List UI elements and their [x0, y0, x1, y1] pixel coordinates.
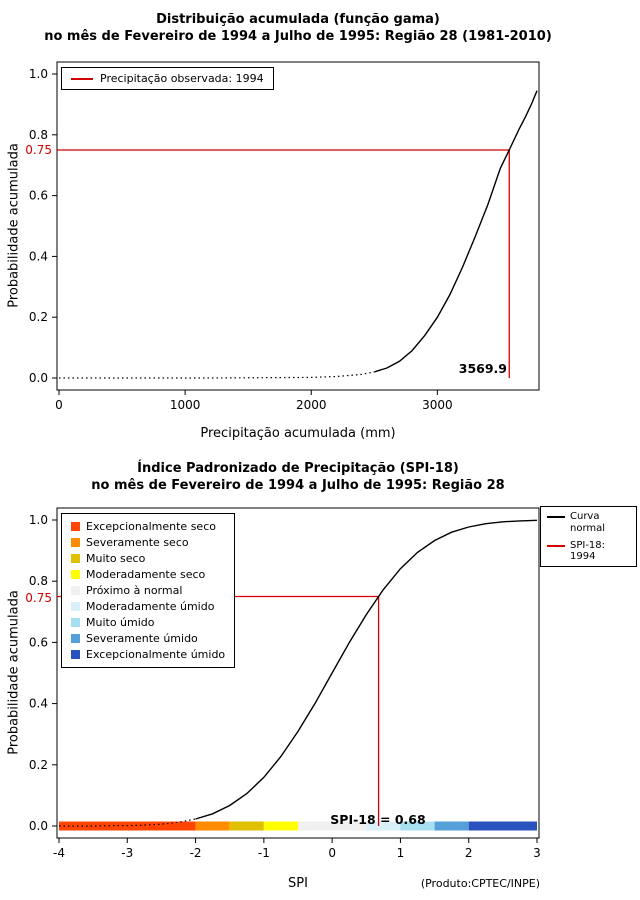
y-tick-label: 0.0	[29, 371, 48, 385]
y-tick-label: 1.0	[29, 67, 48, 81]
category-label: Muito seco	[86, 552, 146, 565]
plot-box-chart1	[56, 61, 540, 391]
spi-colorbar-segment	[400, 821, 435, 831]
chart1-title: Distribuição acumulada (função gama)	[156, 12, 440, 27]
spi-colorbar-segment	[366, 821, 401, 831]
category-swatch	[71, 538, 80, 547]
category-label: Severamente úmido	[86, 632, 198, 645]
chart2-subtitle: no mês de Fevereiro de 1994 a Julho de 1…	[91, 478, 505, 493]
spi-colorbar-segment	[263, 821, 298, 831]
category-label: Muito úmido	[86, 616, 155, 629]
product-credit: (Produto:CPTEC/INPE)	[420, 877, 540, 890]
chart1-y-axis-label: Probabilidade acumulada	[6, 143, 22, 308]
chart1-legend-label: Precipitação observada: 1994	[100, 72, 264, 85]
legend-label-curva-normal: Curva normal	[570, 511, 606, 534]
x-tick-label: 3	[533, 846, 541, 860]
spi-line-sample	[547, 545, 565, 547]
y-tick-label: 0.6	[29, 189, 48, 203]
category-swatch	[71, 650, 80, 659]
y-tick-label: 0.0	[29, 819, 48, 833]
category-swatch	[71, 602, 80, 611]
legend-item-severamente-seco: Severamente seco	[71, 536, 225, 549]
spi-colorbar-segment	[434, 821, 469, 831]
legend-item-curva-normal: Curva normal	[547, 511, 630, 535]
x-tick-label: -4	[53, 846, 65, 860]
y-tick-label: 0.2	[29, 758, 48, 772]
legend-item-muito-umido: Muito úmido	[71, 616, 225, 629]
y-tick-label: 1.0	[29, 513, 48, 527]
category-label: Severamente seco	[86, 536, 189, 549]
y-tick-label: 0.8	[29, 574, 48, 588]
legend-item-excepcionalmente-umido: Excepcionalmente úmido	[71, 648, 225, 661]
chart1-legend: Precipitação observada: 1994	[61, 67, 274, 90]
chart2-line-legend: Curva normal SPI-18: 1994	[540, 506, 637, 567]
x-tick-label: 1	[397, 846, 405, 860]
chart1-ref-precipitation-label: 3569.9	[458, 361, 507, 376]
category-swatch	[71, 554, 80, 563]
plot-box-chart2	[56, 507, 540, 839]
legend-item-excepcionalmente-seco: Excepcionalmente seco	[71, 520, 225, 533]
spi-colorbar-segment	[298, 821, 367, 831]
category-label: Excepcionalmente úmido	[86, 648, 226, 661]
x-tick-label: 2	[465, 846, 473, 860]
x-tick-label: 2000	[296, 398, 327, 412]
category-swatch	[71, 618, 80, 627]
legend-label-spi18: SPI-18: 1994	[570, 540, 606, 562]
spi-colorbar-segment	[468, 821, 537, 831]
category-swatch	[71, 522, 80, 531]
x-tick-label: 0	[55, 398, 63, 412]
spi-colorbar-segment	[229, 821, 264, 831]
x-tick-label: 0	[328, 846, 336, 860]
legend-item-moderadamente-umido: Moderadamente úmido	[71, 600, 225, 613]
category-swatch	[71, 586, 80, 595]
y-tick-label: 0.4	[29, 697, 48, 711]
legend-item-spi18-1994: SPI-18: 1994	[547, 540, 630, 562]
chart1-x-axis-label: Precipitação acumulada (mm)	[200, 426, 396, 441]
legend-item-proximo-a-normal: Próximo à normal	[71, 584, 225, 597]
cdf-curve	[374, 90, 538, 373]
chart2-ref-probability-label: 0.75	[25, 591, 52, 605]
category-swatch	[71, 634, 80, 643]
legend-item-severamente-umido: Severamente úmido	[71, 632, 225, 645]
y-tick-label: 0.4	[29, 249, 48, 263]
legend-item-muito-seco: Muito seco	[71, 552, 225, 565]
category-label: Excepcionalmente seco	[86, 520, 216, 533]
category-label: Moderadamente seco	[86, 568, 206, 581]
chart2-x-axis-label: SPI	[288, 876, 308, 891]
category-swatch	[71, 570, 80, 579]
cdf-curve-flat	[59, 818, 196, 827]
chart2-title: Índice Padronizado de Precipitação (SPI-…	[137, 461, 459, 476]
x-tick-label: -3	[121, 846, 133, 860]
observed-precip-line-sample	[71, 77, 93, 80]
chart1-ref-probability-label: 0.75	[25, 143, 52, 157]
x-tick-label: 3000	[422, 398, 453, 412]
chart2-y-axis-label: Probabilidade acumulada	[6, 590, 22, 755]
x-tick-label: -1	[258, 846, 270, 860]
cdf-curve-flat	[59, 371, 375, 379]
legend-item-moderadamente-seco: Moderadamente seco	[71, 568, 225, 581]
category-label: Moderadamente úmido	[86, 600, 215, 613]
x-tick-label: -2	[190, 846, 202, 860]
y-tick-label: 0.8	[29, 128, 48, 142]
chart2-ref-spi-label: SPI-18 = 0.68	[330, 812, 426, 827]
cdf-curve	[195, 519, 538, 820]
spi-category-legend: Excepcionalmente seco Severamente seco M…	[61, 513, 236, 668]
spi-colorbar-segment	[195, 821, 230, 831]
y-tick-label: 0.2	[29, 310, 48, 324]
normal-curve-line-sample	[547, 516, 565, 518]
y-tick-label: 0.6	[29, 635, 48, 649]
chart1-subtitle: no mês de Fevereiro de 1994 a Julho de 1…	[44, 29, 552, 44]
x-tick-label: 1000	[170, 398, 201, 412]
category-label: Próximo à normal	[86, 584, 183, 597]
